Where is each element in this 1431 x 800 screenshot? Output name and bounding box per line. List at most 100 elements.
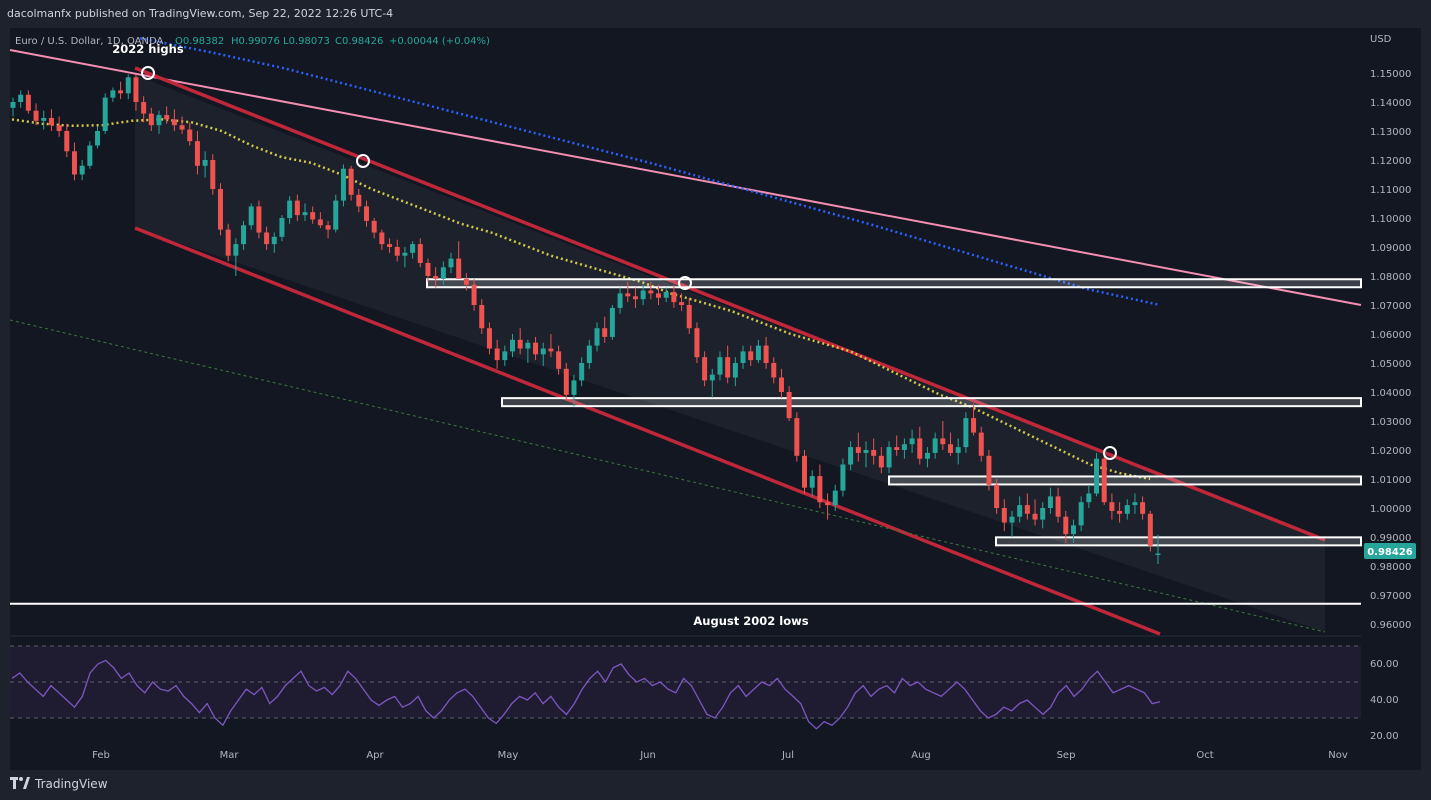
candle-body (287, 200, 293, 218)
candle-body (210, 160, 216, 189)
price-tick-label: 1.02000 (1370, 446, 1411, 457)
candle-body (871, 450, 877, 456)
legend-symbol: Euro / U.S. Dollar, 1D, OANDA (15, 36, 164, 47)
candle-body (502, 351, 508, 361)
candle-body (402, 252, 408, 256)
last-price-label: 0.98426 (1367, 547, 1413, 558)
candle-body (832, 490, 838, 506)
candle-body (571, 380, 577, 395)
legend-change: +0.00044 (+0.04%) (389, 36, 490, 47)
candle-body (640, 290, 646, 300)
candle-body (394, 247, 400, 256)
candle-body (717, 357, 723, 375)
candle-body (164, 115, 170, 120)
candle-body (471, 284, 477, 305)
price-tick-label: 1.03000 (1370, 417, 1411, 428)
candle-body (671, 291, 677, 303)
candle-body (617, 293, 623, 308)
long-term-trendline (9, 49, 1362, 306)
candle-body (556, 351, 562, 369)
price-tick-label: 0.97000 (1370, 591, 1411, 602)
candle-body (986, 455, 992, 485)
candle-body (1132, 502, 1138, 506)
candle-body (863, 450, 869, 453)
candle-body (1094, 458, 1100, 494)
candle-body (317, 219, 323, 226)
candle-body (948, 444, 954, 453)
resistance-zone-4 (995, 536, 1362, 547)
candle-body (417, 244, 423, 263)
price-tick-label: 1.01000 (1370, 475, 1411, 486)
price-tick-label: 0.98000 (1370, 562, 1411, 573)
candle-body (194, 141, 200, 166)
candle-body (410, 244, 416, 253)
publisher-bar: dacolmanfx published on TradingView.com,… (0, 0, 1431, 28)
price-scale-background (1361, 28, 1421, 770)
rsi-tick-label: 60.00 (1370, 659, 1399, 670)
price-tick-label: 1.00000 (1370, 504, 1411, 515)
candle-body (256, 206, 262, 233)
swing-high-marker (356, 154, 370, 168)
candle-body (187, 129, 193, 142)
time-axis-label: Apr (366, 750, 384, 761)
candle-body (778, 377, 784, 392)
candle-body (1155, 553, 1161, 555)
candle-body (48, 117, 54, 126)
time-axis-label: Sep (1057, 750, 1076, 761)
candle-body (87, 145, 93, 166)
last-price-badge (1364, 543, 1416, 559)
candle-body (732, 363, 738, 378)
candle-body (786, 392, 792, 419)
candle-body (1017, 505, 1023, 517)
candle-body (594, 328, 600, 346)
candle-body (1001, 508, 1007, 523)
channel-lower-line (134, 226, 1161, 636)
candle-body (1140, 502, 1146, 514)
candle-body (379, 232, 385, 245)
footer-bar: TradingView (0, 770, 1431, 800)
candle-body (133, 77, 139, 102)
candle-body (110, 90, 116, 98)
lows-label: August 2002 lows (693, 614, 808, 628)
candle-body (302, 212, 308, 216)
time-axis-label: Feb (92, 750, 110, 761)
candle-body (294, 200, 300, 216)
candle-body (79, 165, 85, 175)
candle-body (440, 267, 446, 279)
candle-body (371, 220, 377, 233)
candle-body (463, 278, 469, 285)
candle-body (41, 117, 47, 121)
candle-body (171, 119, 177, 126)
candle-body (33, 110, 39, 121)
candle-body (955, 447, 961, 453)
candle-body (748, 351, 754, 361)
price-tick-label: 1.11000 (1370, 185, 1411, 196)
candle-body (586, 345, 592, 363)
candle-body (340, 168, 346, 201)
candle-body (579, 363, 585, 381)
candle-body (1009, 516, 1015, 523)
candle-body (533, 342, 539, 355)
candle-body (548, 348, 554, 352)
candle-body (609, 307, 615, 337)
highs-label: 2022 highs (112, 42, 184, 56)
candle-body (540, 348, 546, 355)
candle-body (310, 212, 316, 220)
candle-body (625, 293, 631, 297)
candle-body (141, 102, 147, 114)
candle-body (563, 368, 569, 395)
tradingview-brand[interactable]: TradingView (10, 777, 108, 791)
price-tick-label: 1.10000 (1370, 214, 1411, 225)
candle-body (202, 160, 208, 166)
candle-body (755, 345, 761, 361)
price-chart[interactable]: 1.15000 1.14000 1.13000 1.12000 1.11000 1.100… (0, 0, 1431, 770)
candle-body (878, 455, 884, 468)
candle-body (656, 293, 662, 298)
legend-high: H0.99076 (231, 36, 280, 47)
candle-body (241, 225, 247, 245)
candle-body (709, 374, 715, 381)
swing-high-marker (678, 276, 692, 290)
candle-body (1086, 493, 1092, 503)
swing-high-marker (141, 66, 155, 80)
price-tick-label: 1.06000 (1370, 330, 1411, 341)
